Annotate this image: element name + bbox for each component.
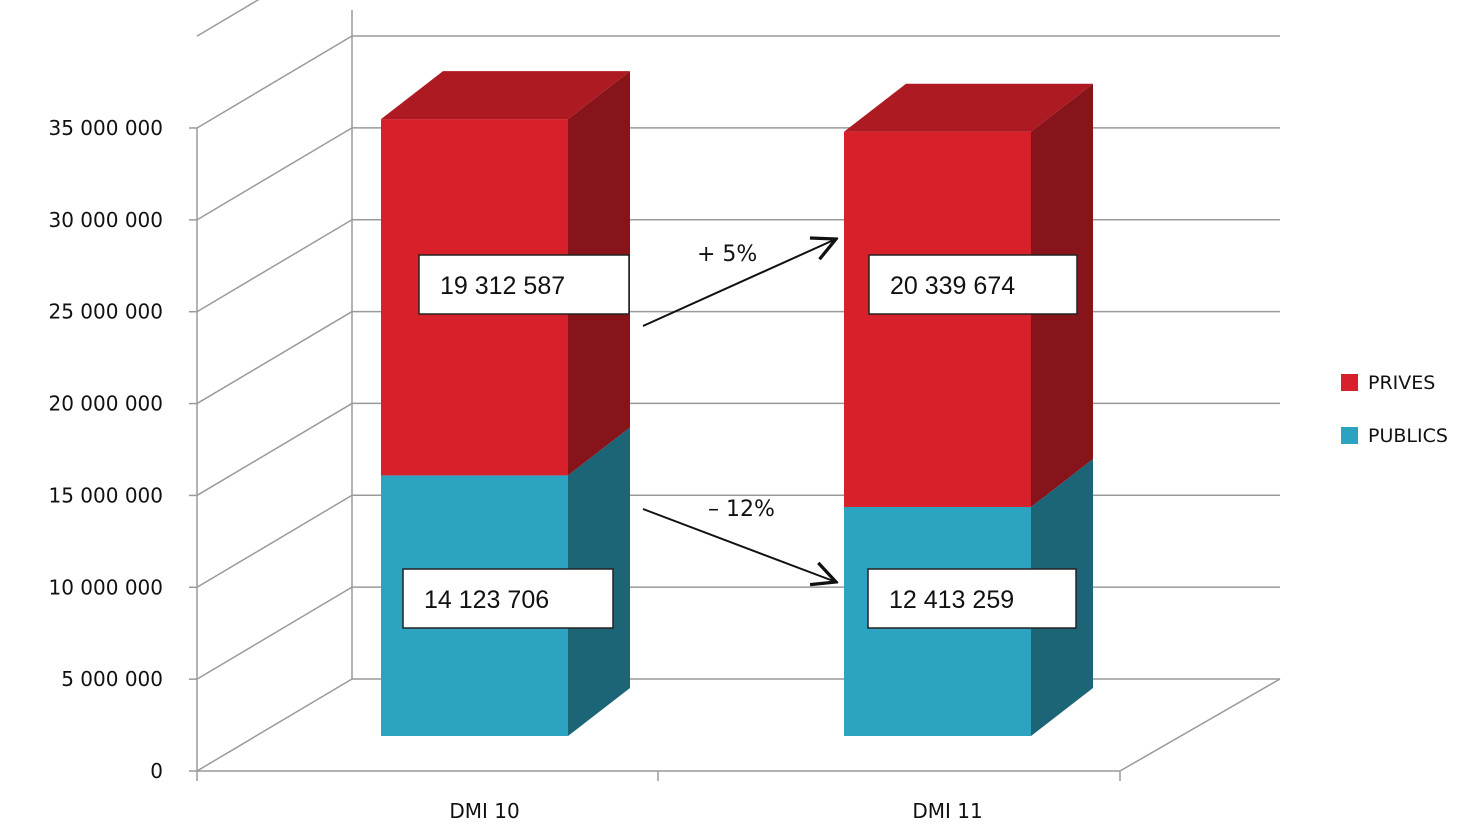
y-tick-label: 35 000 000 [48,116,163,140]
grid-side-line [196,0,260,37]
grid-side-line [196,586,353,680]
change-arrow [642,508,836,582]
grid-side-line [196,127,353,221]
y-tick-label: 10 000 000 [48,575,163,599]
grid-side-line [196,402,353,497]
y-tick-label: 15 000 000 [48,483,163,507]
data-labels: 14 123 706 12 413 259 19 312 587 20 339 674 [402,254,1078,629]
bar-prives-front [844,131,1031,507]
change-annotation: + 5% [697,242,757,267]
grid-side-line [196,678,353,772]
grid-side-line [196,494,353,588]
annotations: + 5% – 12% [642,239,836,582]
data-label-background [402,568,614,629]
y-tick-label: 20 000 000 [48,392,163,416]
x-tick-label: DMI 11 [912,799,982,823]
data-label-background [868,254,1078,315]
bar-prives-top [381,71,630,120]
grid-side-line [196,219,353,313]
legend-swatch-prives [1341,374,1358,391]
axes: 0 5 000 000 10 000 000 15 000 000 20 000 000… [48,10,1281,823]
y-tick-label: 25 000 000 [48,300,163,324]
legend-label-prives: PRIVES [1368,372,1435,394]
change-arrow [642,239,836,327]
change-annotation: – 12% [708,497,775,522]
legend-swatch-publics [1341,427,1358,444]
data-label-background [867,568,1077,629]
data-label-background [418,254,630,315]
floor-right-edge [1119,678,1281,772]
data-label-box: 12 413 259 [867,568,1077,629]
y-tick-label: 0 [150,759,163,783]
y-tick-label: 30 000 000 [48,208,163,232]
grid-side-line [196,310,353,405]
grid [196,0,1280,772]
y-tick-label: 5 000 000 [61,667,163,691]
data-label-value: 20 339 674 [890,272,1015,300]
data-label-value: 14 123 706 [424,586,549,614]
legend: PRIVES PUBLICS [1341,372,1448,447]
data-label-value: 19 312 587 [440,272,565,300]
x-tick-label: DMI 10 [449,799,519,823]
bar-prives-top [844,83,1093,132]
data-label-box: 14 123 706 [402,568,614,629]
data-label-value: 12 413 259 [889,586,1014,614]
grid-side-line [196,35,353,129]
data-label-box: 20 339 674 [868,254,1078,315]
legend-label-publics: PUBLICS [1368,425,1448,447]
data-label-box: 19 312 587 [418,254,630,315]
